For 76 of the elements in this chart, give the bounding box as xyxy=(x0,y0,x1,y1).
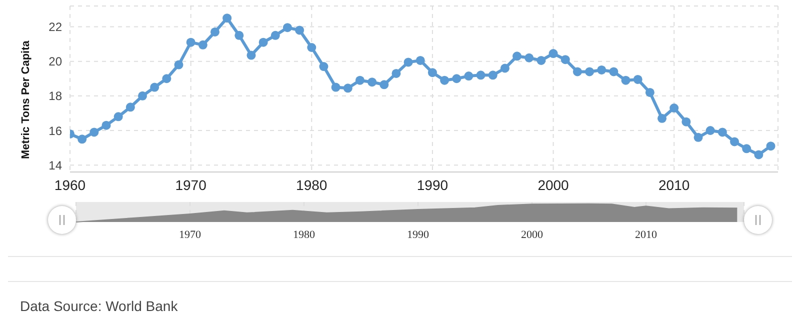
point xyxy=(633,74,642,84)
point xyxy=(355,76,364,85)
point xyxy=(307,43,316,52)
point xyxy=(368,78,377,87)
point xyxy=(476,70,486,80)
point xyxy=(464,72,474,81)
point xyxy=(524,53,534,62)
point xyxy=(282,23,292,32)
point xyxy=(694,132,703,142)
y-tick-label: 22 xyxy=(48,20,62,34)
point xyxy=(234,30,244,40)
source-note: Data Source: World Bank xyxy=(20,298,179,314)
point xyxy=(150,82,160,92)
point xyxy=(138,91,147,100)
point xyxy=(452,74,462,84)
point xyxy=(572,67,582,76)
point xyxy=(428,68,437,78)
point xyxy=(246,50,256,60)
point xyxy=(416,56,425,65)
point xyxy=(90,128,99,137)
point xyxy=(380,80,389,90)
point xyxy=(597,65,606,74)
point xyxy=(102,120,111,130)
x-tick-label: 2000 xyxy=(520,228,544,241)
point xyxy=(440,76,450,85)
point xyxy=(126,102,135,112)
point xyxy=(270,30,280,40)
point xyxy=(404,58,413,67)
point xyxy=(645,88,654,97)
point xyxy=(670,104,679,113)
point xyxy=(682,117,691,126)
point xyxy=(258,38,268,47)
point xyxy=(174,60,184,70)
point xyxy=(730,137,740,146)
x-tick-label: 1980 xyxy=(296,176,328,193)
point xyxy=(78,134,87,144)
point xyxy=(186,38,196,47)
point xyxy=(609,67,618,76)
point xyxy=(392,68,401,78)
x-tick-label: 1970 xyxy=(175,176,207,193)
x-tick-label: 2010 xyxy=(634,228,658,241)
point xyxy=(343,84,352,93)
point xyxy=(222,14,232,23)
point xyxy=(718,128,727,137)
point xyxy=(560,55,570,64)
point xyxy=(658,114,667,123)
x-tick-label: 1960 xyxy=(54,176,86,193)
point xyxy=(488,70,498,80)
x-tick-label: 2000 xyxy=(538,176,570,193)
x-tick-label: 1990 xyxy=(406,228,430,241)
point xyxy=(331,82,340,92)
point xyxy=(500,64,510,73)
x-tick-label: 1990 xyxy=(416,176,448,193)
point xyxy=(766,142,776,151)
y-axis-title: Metric Tons Per Capita xyxy=(20,40,32,159)
y-tick-label: 16 xyxy=(48,124,62,138)
x-tick-label: 1980 xyxy=(292,228,316,241)
x-tick-label: 2010 xyxy=(658,176,690,193)
y-tick-label: 18 xyxy=(48,89,62,104)
point xyxy=(706,126,715,135)
x-tick-label: 1970 xyxy=(178,228,202,241)
y-tick-label: 14 xyxy=(48,158,62,172)
point xyxy=(210,27,220,36)
point xyxy=(585,67,594,76)
point xyxy=(319,62,328,72)
point xyxy=(198,40,208,50)
point xyxy=(295,26,304,35)
point xyxy=(754,150,764,160)
point xyxy=(548,49,558,58)
point xyxy=(621,76,630,85)
point xyxy=(742,144,752,154)
point xyxy=(512,52,522,61)
y-tick-label: 20 xyxy=(48,54,62,69)
point xyxy=(536,56,546,65)
point xyxy=(114,112,123,122)
point xyxy=(162,74,172,84)
